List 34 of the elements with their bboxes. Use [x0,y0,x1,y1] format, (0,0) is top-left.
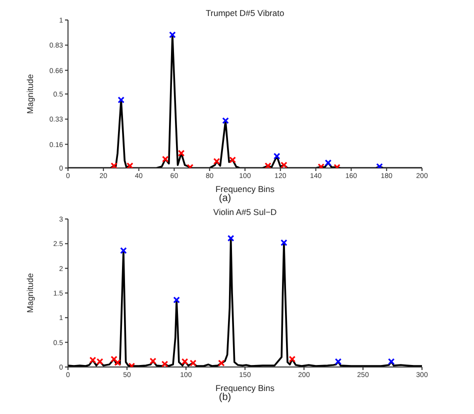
point [388,358,395,365]
point [334,358,342,365]
point [169,31,176,38]
chart-title: Trumpet D#5 Vibrato [204,8,286,18]
y-axis-title: Magnitude [25,74,36,114]
point [178,150,185,157]
point [324,159,332,166]
point [162,156,169,163]
x-axis-title: Frequency Bins [215,184,275,194]
point [110,356,118,363]
chart-title: Violin A#5 Sul−D [212,207,278,217]
point [110,162,118,168]
point [229,156,236,164]
point [280,162,288,168]
point [280,239,288,246]
point [376,163,383,168]
point [114,359,121,366]
point [264,162,272,168]
point [150,358,156,364]
point [173,296,180,304]
point [120,247,127,254]
text: (a) [218,193,232,205]
point [227,234,234,242]
point [126,162,134,168]
point [222,117,229,124]
text: (b) [218,392,232,404]
point [273,152,280,160]
point [118,96,124,104]
point [218,360,225,366]
point [288,356,296,363]
x-axis-title: Frequency Bins [215,383,275,393]
y-axis-title: Magnitude [25,272,36,313]
point [161,360,168,367]
point [213,158,220,165]
